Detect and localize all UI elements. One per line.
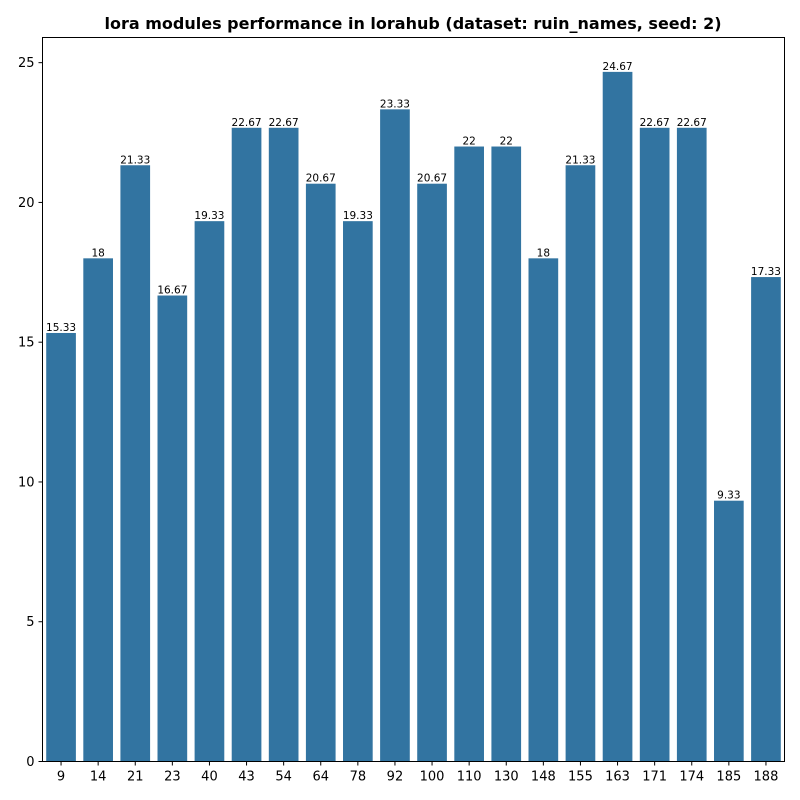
bar-155 <box>565 165 596 762</box>
y-tick-label-20: 20 <box>18 196 35 211</box>
data-label-174: 22.67 <box>677 117 707 129</box>
x-tick-label-21: 21 <box>127 770 144 785</box>
chart-title: lora modules performance in lorahub (dat… <box>104 14 721 33</box>
bar-92 <box>380 109 410 762</box>
data-label-155: 21.33 <box>565 154 595 166</box>
bar-40 <box>194 221 225 762</box>
bar-14 <box>83 258 113 762</box>
data-label-54: 22.67 <box>269 117 299 129</box>
x-tick-label-54: 54 <box>275 770 292 785</box>
bar-148 <box>528 258 559 762</box>
data-label-23: 16.67 <box>157 285 187 297</box>
data-label-64: 20.67 <box>306 173 336 185</box>
data-label-40: 19.33 <box>194 210 224 222</box>
bar-171 <box>639 127 670 762</box>
x-tick-label-40: 40 <box>201 770 218 785</box>
data-label-110: 22 <box>462 136 475 148</box>
bar-43 <box>231 127 262 762</box>
bar-174 <box>676 127 707 762</box>
x-tick-label-64: 64 <box>312 770 329 785</box>
data-label-171: 22.67 <box>640 117 670 129</box>
x-tick-label-188: 188 <box>754 770 779 785</box>
bar-185 <box>714 500 744 762</box>
x-tick-label-110: 110 <box>457 770 482 785</box>
bar-110 <box>454 146 484 762</box>
data-label-148: 18 <box>537 247 550 259</box>
bar-163 <box>602 71 633 762</box>
y-tick-label-0: 0 <box>26 755 34 770</box>
data-label-21: 21.33 <box>120 154 150 166</box>
x-tick-label-185: 185 <box>716 770 741 785</box>
x-tick-label-130: 130 <box>494 770 519 785</box>
x-tick-label-174: 174 <box>679 770 704 785</box>
x-tick-label-148: 148 <box>531 770 556 785</box>
data-labels-layer: 15.33 18 21.33 16.67 19.33 22.67 22.67 20.67 19.… <box>46 61 781 502</box>
data-label-9: 15.33 <box>46 322 76 334</box>
data-label-78: 19.33 <box>343 210 373 222</box>
bar-100 <box>417 183 447 762</box>
x-tick-label-155: 155 <box>568 770 593 785</box>
y-tick-label-25: 25 <box>18 56 35 71</box>
plot-frame <box>42 37 785 762</box>
bar-130 <box>491 146 522 762</box>
x-axis: 9 14 21 23 40 43 54 64 78 92 100 110 130 148 155 163 171… <box>57 761 779 785</box>
bar-78 <box>343 221 373 762</box>
y-tick-label-15: 15 <box>18 336 35 351</box>
data-label-14: 18 <box>91 247 104 259</box>
x-tick-label-163: 163 <box>605 770 630 785</box>
x-tick-label-23: 23 <box>164 770 181 785</box>
bar-188 <box>751 277 781 762</box>
data-label-130: 22 <box>500 136 513 148</box>
bar-21 <box>120 165 151 762</box>
x-tick-label-171: 171 <box>642 770 667 785</box>
x-tick-label-14: 14 <box>90 770 107 785</box>
x-tick-label-100: 100 <box>420 770 445 785</box>
y-tick-label-10: 10 <box>18 475 35 490</box>
data-label-163: 24.67 <box>603 61 633 73</box>
x-tick-label-9: 9 <box>57 770 65 785</box>
x-tick-label-78: 78 <box>350 770 367 785</box>
data-label-100: 20.67 <box>417 173 447 185</box>
bar-9 <box>46 332 76 762</box>
bars-layer <box>46 71 781 762</box>
y-axis: 0 5 10 15 20 25 <box>18 56 43 770</box>
bar-54 <box>268 127 299 762</box>
x-tick-label-92: 92 <box>387 770 404 785</box>
data-label-185: 9.33 <box>717 490 740 502</box>
x-tick-label-43: 43 <box>238 770 255 785</box>
data-label-43: 22.67 <box>232 117 262 129</box>
bar-64 <box>305 183 336 762</box>
data-label-92: 23.33 <box>380 98 410 110</box>
y-tick-label-5: 5 <box>26 615 34 630</box>
data-label-188: 17.33 <box>751 266 781 278</box>
bar-23 <box>157 295 188 762</box>
